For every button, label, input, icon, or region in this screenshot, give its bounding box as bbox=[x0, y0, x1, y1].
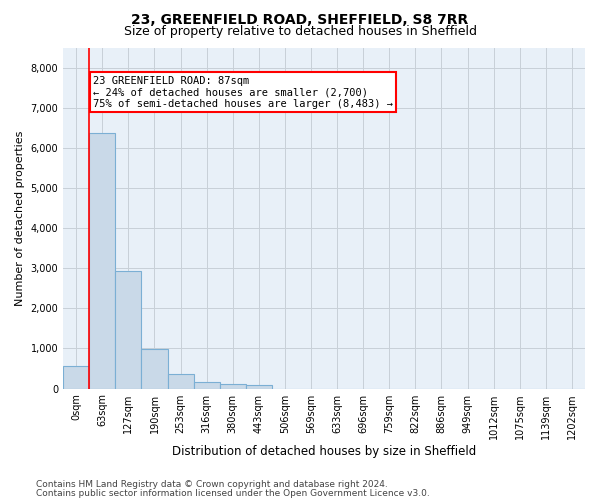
X-axis label: Distribution of detached houses by size in Sheffield: Distribution of detached houses by size … bbox=[172, 444, 476, 458]
Bar bbox=[167, 374, 194, 388]
Bar bbox=[194, 382, 220, 388]
Text: Contains public sector information licensed under the Open Government Licence v3: Contains public sector information licen… bbox=[36, 488, 430, 498]
Bar bbox=[142, 350, 167, 389]
Text: Contains HM Land Registry data © Crown copyright and database right 2024.: Contains HM Land Registry data © Crown c… bbox=[36, 480, 388, 489]
Text: Size of property relative to detached houses in Sheffield: Size of property relative to detached ho… bbox=[124, 25, 476, 38]
Text: 23 GREENFIELD ROAD: 87sqm
← 24% of detached houses are smaller (2,700)
75% of se: 23 GREENFIELD ROAD: 87sqm ← 24% of detac… bbox=[93, 76, 393, 109]
Bar bbox=[89, 132, 115, 388]
Bar bbox=[63, 366, 89, 388]
Text: 23, GREENFIELD ROAD, SHEFFIELD, S8 7RR: 23, GREENFIELD ROAD, SHEFFIELD, S8 7RR bbox=[131, 12, 469, 26]
Bar bbox=[246, 385, 272, 388]
Y-axis label: Number of detached properties: Number of detached properties bbox=[15, 130, 25, 306]
Bar bbox=[115, 272, 142, 388]
Bar bbox=[220, 384, 246, 388]
